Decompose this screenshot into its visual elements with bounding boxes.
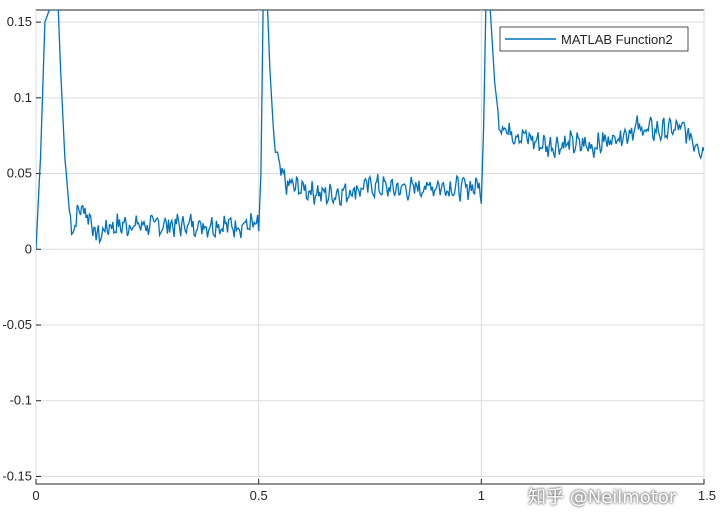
y-tick-label: 0 (25, 241, 32, 256)
y-tick-label: -0.05 (2, 317, 32, 332)
y-axis: 0.15 0.1 0.05 0 -0.05 -0.1 -0.15 (2, 14, 41, 483)
series-line-matlab-function2 (36, 10, 704, 250)
x-tick-label: 1.5 (698, 488, 716, 503)
watermark: 知乎 @Neilmotor (528, 487, 677, 508)
y-tick-label: -0.15 (2, 468, 32, 483)
y-tick-label: 0.05 (7, 166, 32, 181)
plot-area (35, 9, 705, 485)
x-tick-label: 0 (32, 488, 39, 503)
x-tick-label: 0.5 (250, 488, 268, 503)
y-tick-label: -0.1 (10, 393, 32, 408)
legend: MATLAB Function2 (499, 26, 689, 52)
grid-lines (35, 10, 705, 484)
x-tick-label: 1 (478, 488, 485, 503)
y-tick-label: 0.15 (7, 14, 32, 29)
x-axis: 0 0.5 1 1.5 (32, 479, 716, 503)
legend-label: MATLAB Function2 (561, 32, 673, 47)
y-tick-label: 0.1 (14, 90, 32, 105)
